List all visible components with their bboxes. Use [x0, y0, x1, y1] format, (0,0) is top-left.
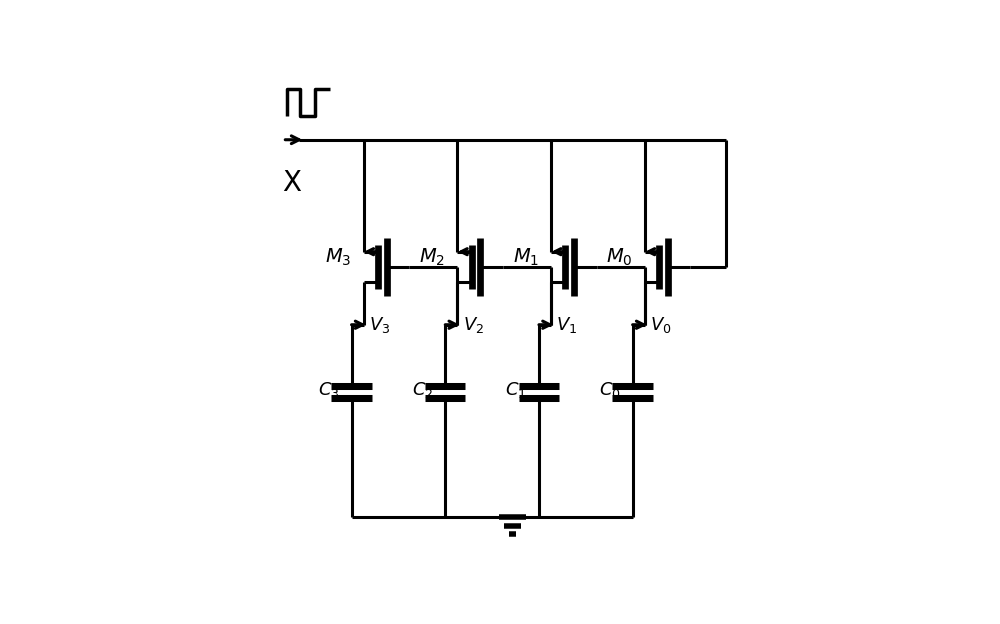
- Text: $M_3$: $M_3$: [325, 247, 352, 268]
- Text: $M_0$: $M_0$: [606, 247, 633, 268]
- Text: $M_1$: $M_1$: [513, 247, 539, 268]
- Text: $V_0$: $V_0$: [650, 314, 671, 334]
- Text: $M_2$: $M_2$: [419, 247, 445, 268]
- Text: $V_3$: $V_3$: [369, 314, 390, 334]
- Text: $C_3$: $C_3$: [318, 379, 339, 399]
- Text: $V_2$: $V_2$: [463, 314, 484, 334]
- Text: $C_1$: $C_1$: [505, 379, 527, 399]
- Text: $C_0$: $C_0$: [599, 379, 620, 399]
- Text: X: X: [282, 169, 301, 197]
- Text: $C_2$: $C_2$: [412, 379, 433, 399]
- Text: $V_1$: $V_1$: [556, 314, 577, 334]
